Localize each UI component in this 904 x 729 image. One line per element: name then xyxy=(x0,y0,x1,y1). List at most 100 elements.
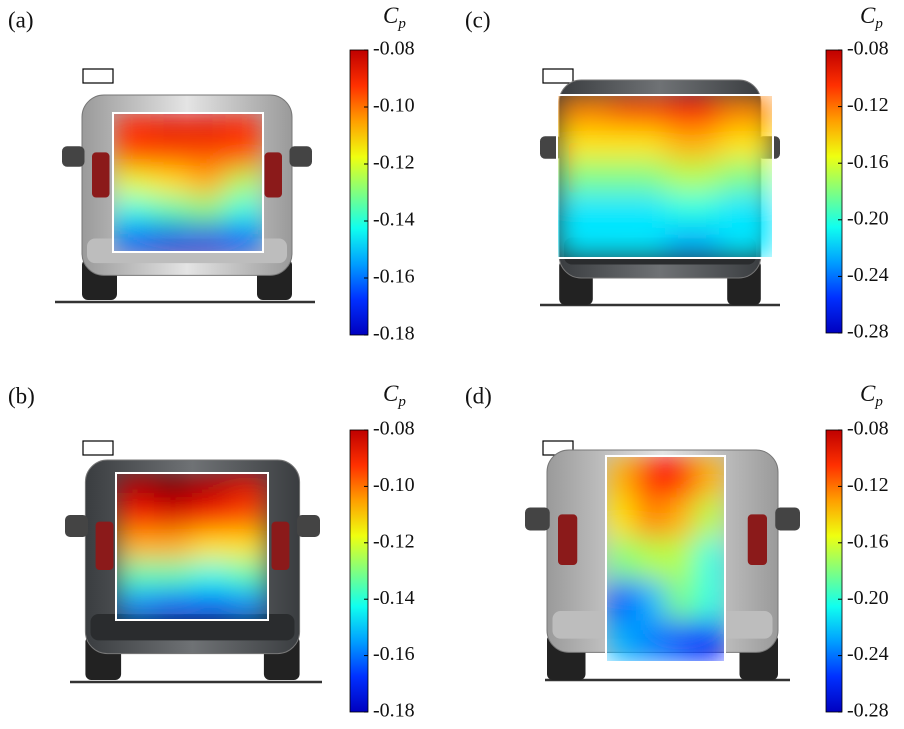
heatmap-cell xyxy=(606,497,637,539)
heatmap-cell xyxy=(192,590,231,620)
heatmap-cell xyxy=(719,127,773,161)
heatmap-cell xyxy=(606,538,637,581)
panel-label: (a) xyxy=(8,7,34,32)
heatmap-cell xyxy=(606,579,637,622)
scale-box xyxy=(542,68,574,84)
colorbar xyxy=(825,429,843,713)
heatmap-cell xyxy=(230,473,268,503)
colorbar-tick-label: -0.18 xyxy=(373,700,415,722)
colorbar xyxy=(825,49,843,334)
colorbar-tick-label: -0.08 xyxy=(373,38,415,60)
car-light xyxy=(747,514,767,565)
heatmap-cell xyxy=(150,140,189,170)
colorbar-title-sub: p xyxy=(397,16,406,32)
panel: (d) -0.08 -0.12 -0.16 -0.20 -0.24 -0.28 Cp xyxy=(465,381,889,721)
heatmap-cell xyxy=(611,192,666,226)
heatmap-border xyxy=(115,472,269,621)
heatmap-cell xyxy=(116,590,155,620)
heatmap-cell xyxy=(230,502,268,533)
heatmap-cell xyxy=(695,538,725,581)
colorbar xyxy=(349,429,369,713)
car-light xyxy=(92,152,110,198)
heatmap-cell xyxy=(192,473,231,503)
colorbar-tick-label: -0.20 xyxy=(847,207,889,229)
heatmap-cell xyxy=(188,168,226,197)
car-light xyxy=(558,514,578,565)
heatmap-border xyxy=(112,112,264,253)
heatmap xyxy=(557,95,773,258)
heatmap-cell xyxy=(113,224,151,252)
car-light xyxy=(95,521,114,570)
colorbar-tick-label: -0.16 xyxy=(847,530,889,552)
heatmap-cell xyxy=(150,168,189,197)
heatmap-cell xyxy=(150,113,189,142)
colorbar-title: Cp xyxy=(860,381,883,410)
heatmap-cell xyxy=(665,225,720,258)
heatmap-cell xyxy=(665,538,696,581)
scale-box xyxy=(82,440,114,456)
colorbar-tick-label: -0.24 xyxy=(847,264,889,286)
car-mirror xyxy=(289,146,312,167)
heatmap-cell xyxy=(557,160,612,194)
colorbar-title-sub: p xyxy=(397,394,406,410)
heatmap-cell xyxy=(606,620,637,662)
car-mirror xyxy=(62,146,85,167)
heatmap-cell xyxy=(116,473,155,503)
heatmap-cell xyxy=(665,456,696,498)
colorbar-title: Cp xyxy=(383,381,406,410)
heatmap-cell xyxy=(192,502,231,533)
heatmap-cell xyxy=(719,192,773,226)
heatmap-cell xyxy=(230,531,268,562)
heatmap-cell xyxy=(230,561,268,592)
colorbar-title: Cp xyxy=(860,3,883,32)
heatmap-cell xyxy=(665,192,720,226)
heatmap-cell xyxy=(665,95,720,129)
panel: (c) -0.08 -0.12 -0.16 -0.20 -0.24 -0.28 Cp xyxy=(465,3,889,342)
heatmap-cell xyxy=(695,620,725,662)
heatmap-cell xyxy=(113,196,151,225)
heatmap-cell xyxy=(154,590,193,620)
colorbar-tick-label: -0.10 xyxy=(373,95,415,117)
heatmap-cell xyxy=(611,225,666,258)
colorbar-tick-label: -0.28 xyxy=(847,321,889,343)
colorbar-title-base: C xyxy=(860,381,876,406)
colorbar-title-base: C xyxy=(383,381,399,406)
heatmap-field xyxy=(113,113,263,252)
colorbar-title: Cp xyxy=(383,3,406,32)
heatmap-cell xyxy=(695,579,725,622)
colorbar-tick-label: -0.10 xyxy=(373,474,415,496)
heatmap-cell xyxy=(695,456,725,498)
colorbar-title-sub: p xyxy=(874,16,883,32)
scale-box xyxy=(82,68,114,84)
heatmap-cell xyxy=(557,95,612,129)
colorbar xyxy=(349,49,369,336)
colorbar-tick-label: -0.16 xyxy=(847,151,889,173)
panel: (a) -0.08 -0.10 -0.12 -0.14 -0.16 -0.18 Cp xyxy=(8,3,415,344)
colorbar-tick-label: -0.12 xyxy=(847,474,889,496)
colorbar-tick-label: -0.12 xyxy=(373,152,415,174)
panel-label: (d) xyxy=(465,383,492,408)
heatmap-cell xyxy=(665,620,696,662)
heatmap-cell xyxy=(150,196,189,225)
heatmap-cell xyxy=(154,473,193,503)
colorbar-tick-label: -0.14 xyxy=(373,209,415,231)
heatmap-cell xyxy=(695,497,725,539)
colorbar-tick-label: -0.14 xyxy=(373,587,415,609)
heatmap-cell xyxy=(665,160,720,194)
colorbar-tick-label: -0.12 xyxy=(373,530,415,552)
heatmap-cell xyxy=(665,579,696,622)
heatmap-cell xyxy=(230,590,268,620)
heatmap-cell xyxy=(719,225,773,258)
heatmap-cell xyxy=(665,127,720,161)
heatmap-cell xyxy=(154,531,193,562)
heatmap-cell xyxy=(635,497,666,539)
heatmap-cell xyxy=(635,579,666,622)
heatmap-cell xyxy=(719,95,773,129)
heatmap-cell xyxy=(192,561,231,592)
heatmap-cell xyxy=(113,168,151,197)
heatmap xyxy=(116,473,268,620)
colorbar-title-base: C xyxy=(383,3,399,28)
colorbar-tick-label: -0.16 xyxy=(373,266,415,288)
heatmap xyxy=(113,113,263,252)
